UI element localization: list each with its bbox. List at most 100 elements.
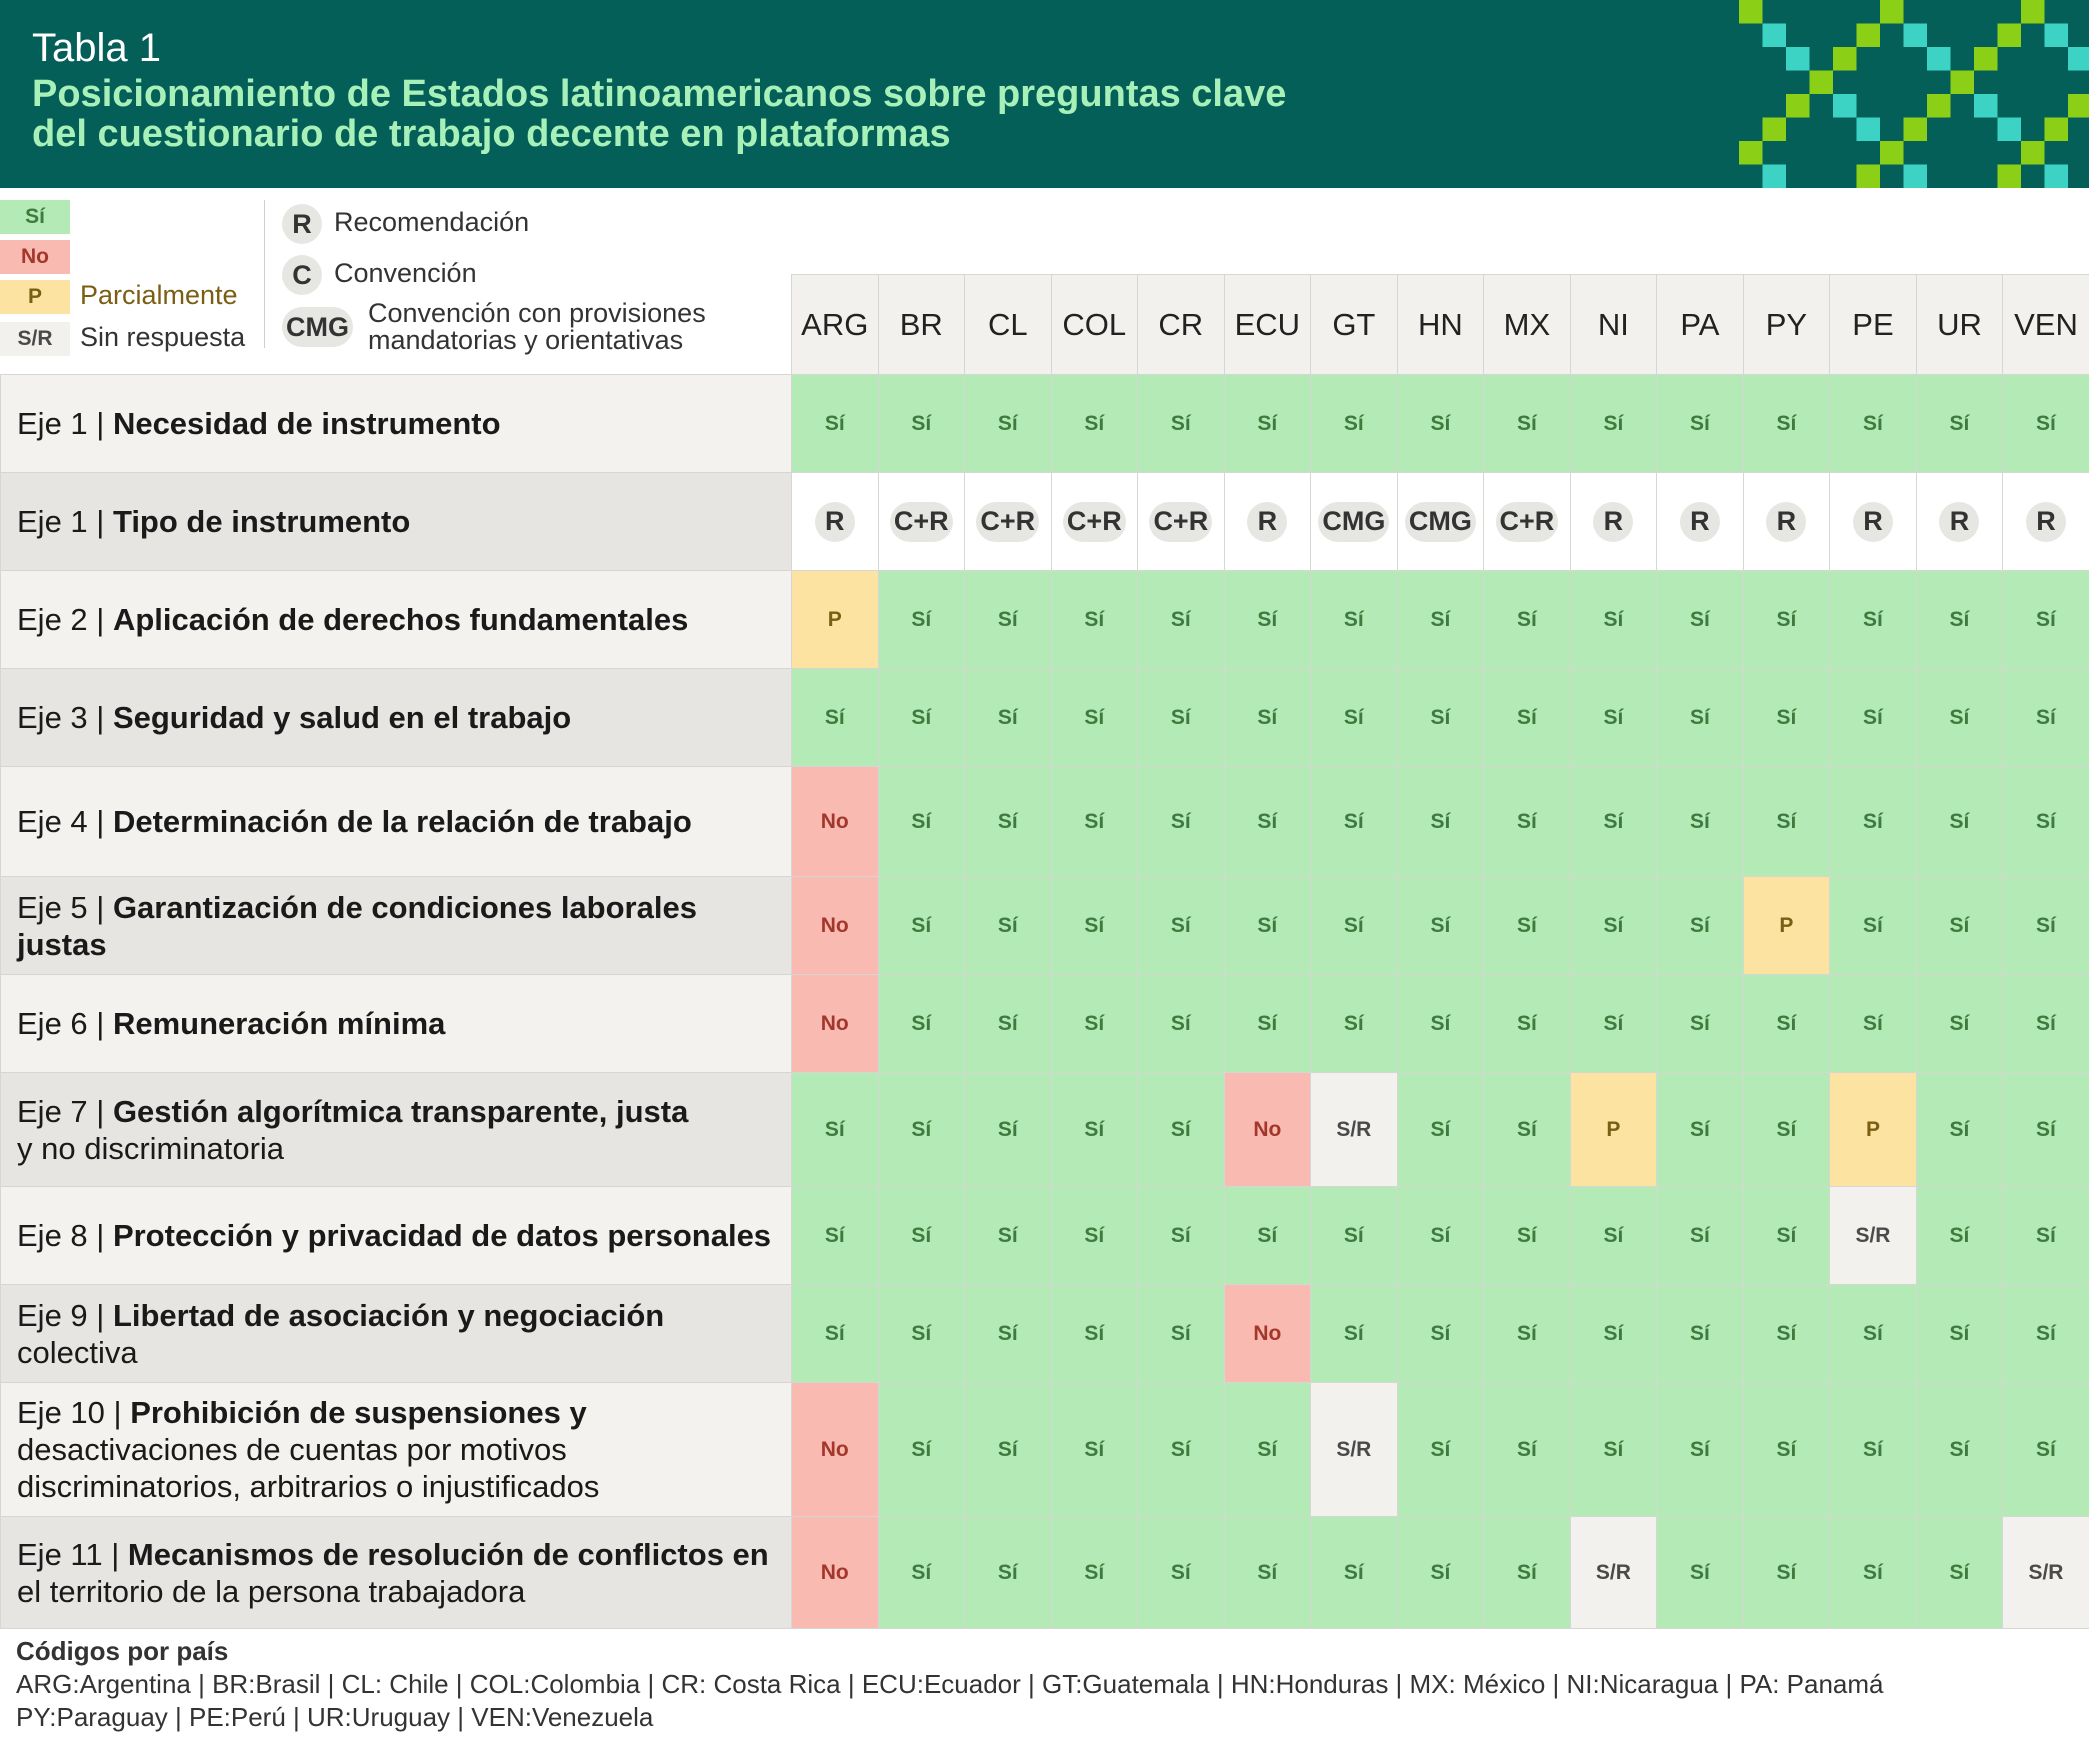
status-cell-cr: Sí	[1137, 1284, 1225, 1383]
status-cell-col: Sí	[1050, 876, 1139, 975]
status-cell-cr: Sí	[1137, 766, 1225, 877]
status-cell-hn: Sí	[1396, 1382, 1485, 1517]
country-header-pa: PA	[1656, 274, 1744, 375]
country-header-row: ARG BR CL COL CR ECU GT HN MX NI PA PY PE UR VEN	[0, 274, 2089, 375]
status-cell-gt: Sí	[1310, 570, 1398, 669]
status-cell-hn: Sí	[1396, 876, 1485, 975]
status-cell-hn: Sí	[1396, 974, 1485, 1073]
status-cell-py: Sí	[1742, 1186, 1831, 1285]
status-cell-col: Sí	[1050, 974, 1139, 1073]
table-number: Tabla 1	[32, 26, 161, 70]
pattern-tile	[2044, 23, 2068, 47]
status-cell-pe: Sí	[1829, 570, 1917, 669]
status-cell-cl: Sí	[964, 766, 1052, 877]
status-cell-ecu: Sí	[1223, 876, 1312, 975]
status-cell-pe: Sí	[1829, 876, 1917, 975]
instrument-cell-ecu: R	[1223, 472, 1312, 571]
row-title-continued: discriminatorios, arbitrarios o injustif…	[17, 1469, 600, 1504]
status-cell-ecu: Sí	[1223, 1516, 1312, 1629]
status-cell-pa: Sí	[1656, 974, 1744, 1073]
status-cell-ni: Sí	[1569, 668, 1658, 767]
status-cell-pa: Sí	[1656, 1186, 1744, 1285]
status-cell-ni: Sí	[1569, 374, 1658, 473]
pattern-tile	[1762, 23, 1786, 47]
instrument-type-badge: CMG	[1404, 501, 1476, 542]
country-header-ven: VEN	[2002, 274, 2089, 375]
status-cell-ecu: Sí	[1223, 570, 1312, 669]
instrument-cell-hn: CMG	[1396, 472, 1485, 571]
row-title: Libertad de asociación y negociación	[112, 1297, 665, 1333]
instrument-cell-ur: R	[1915, 472, 2004, 571]
status-cell-ur: Sí	[1915, 1516, 2004, 1629]
country-header-ecu: ECU	[1223, 274, 1312, 375]
instrument-type-badge: R	[1852, 501, 1893, 542]
status-cell-cl: Sí	[964, 668, 1052, 767]
status-cell-br: Sí	[877, 1284, 966, 1383]
instrument-type-badge: R	[814, 501, 855, 542]
footer-line-2: PY:Paraguay | PE:Perú | UR:Uruguay | VEN…	[16, 1702, 654, 1732]
pattern-tile	[1880, 141, 1904, 165]
status-cell-ur: Sí	[1915, 876, 2004, 975]
status-cell-hn: Sí	[1396, 1072, 1485, 1187]
instrument-type-badge: R	[1593, 501, 1634, 542]
status-cell-py: Sí	[1742, 1072, 1831, 1187]
country-header-cr: CR	[1137, 274, 1225, 375]
status-cell-ven: Sí	[2002, 668, 2089, 767]
status-cell-py: Sí	[1742, 766, 1831, 877]
status-cell-py: Sí	[1742, 668, 1831, 767]
table-title: Posicionamiento de Estados latinoamerica…	[32, 74, 1432, 154]
status-cell-hn: Sí	[1396, 570, 1485, 669]
status-cell-hn: Sí	[1396, 1186, 1485, 1285]
pattern-tile	[2068, 47, 2089, 71]
instrument-cell-br: C+R	[877, 472, 966, 571]
legend-divider	[264, 200, 265, 348]
footer-title: Códigos por país	[16, 1636, 229, 1666]
status-cell-py: Sí	[1742, 1284, 1831, 1383]
status-cell-ni: P	[1569, 1072, 1658, 1187]
pattern-tile	[1903, 23, 1927, 47]
country-header-cl: CL	[964, 274, 1052, 375]
status-cell-mx: Sí	[1483, 766, 1571, 877]
pattern-tile	[1786, 47, 1810, 71]
status-cell-pe: Sí	[1829, 1516, 1917, 1629]
status-cell-pa: Sí	[1656, 876, 1744, 975]
status-cell-br: Sí	[877, 1072, 966, 1187]
status-cell-mx: Sí	[1483, 1284, 1571, 1383]
table-row: Eje 11 | Mecanismos de resolución de con…	[0, 1516, 2089, 1629]
status-cell-col: Sí	[1050, 1284, 1139, 1383]
status-cell-pe: P	[1829, 1072, 1917, 1187]
row-axis-number: Eje 10 |	[17, 1395, 131, 1430]
status-cell-gt: Sí	[1310, 668, 1398, 767]
status-cell-ecu: Sí	[1223, 766, 1312, 877]
status-cell-pe: S/R	[1829, 1186, 1917, 1285]
status-cell-ur: Sí	[1915, 570, 2004, 669]
status-cell-ni: Sí	[1569, 570, 1658, 669]
status-cell-gt: S/R	[1310, 1382, 1398, 1517]
status-cell-cl: Sí	[964, 1072, 1052, 1187]
status-cell-col: Sí	[1050, 1516, 1139, 1629]
instrument-cell-cr: C+R	[1137, 472, 1225, 571]
status-cell-mx: Sí	[1483, 876, 1571, 975]
pattern-tile	[1974, 47, 1998, 71]
status-cell-col: Sí	[1050, 668, 1139, 767]
pattern-tile	[1762, 117, 1786, 141]
status-cell-arg: Sí	[791, 1284, 879, 1383]
row-title-continued: el territorio de la persona trabajadora	[17, 1573, 526, 1609]
row-title: Remuneración mínima	[112, 1006, 446, 1041]
status-cell-cr: Sí	[1137, 1382, 1225, 1517]
status-cell-br: Sí	[877, 1516, 966, 1629]
status-cell-arg: Sí	[791, 374, 879, 473]
status-cell-cl: Sí	[964, 974, 1052, 1073]
pattern-tile	[1950, 70, 1974, 94]
status-cell-cl: Sí	[964, 570, 1052, 669]
table-row: Eje 8 | Protección y privacidad de datos…	[0, 1186, 2089, 1285]
instrument-type-badge: CMG	[1318, 501, 1390, 542]
pattern-tile	[1856, 117, 1880, 141]
status-cell-py: Sí	[1742, 374, 1831, 473]
row-axis-number: Eje 9 |	[17, 1297, 113, 1333]
status-cell-br: Sí	[877, 374, 966, 473]
status-cell-cr: Sí	[1137, 570, 1225, 669]
status-cell-br: Sí	[877, 1382, 966, 1517]
status-cell-mx: Sí	[1483, 1516, 1571, 1629]
row-title-continued: desactivaciones de cuentas por motivos	[17, 1432, 567, 1467]
